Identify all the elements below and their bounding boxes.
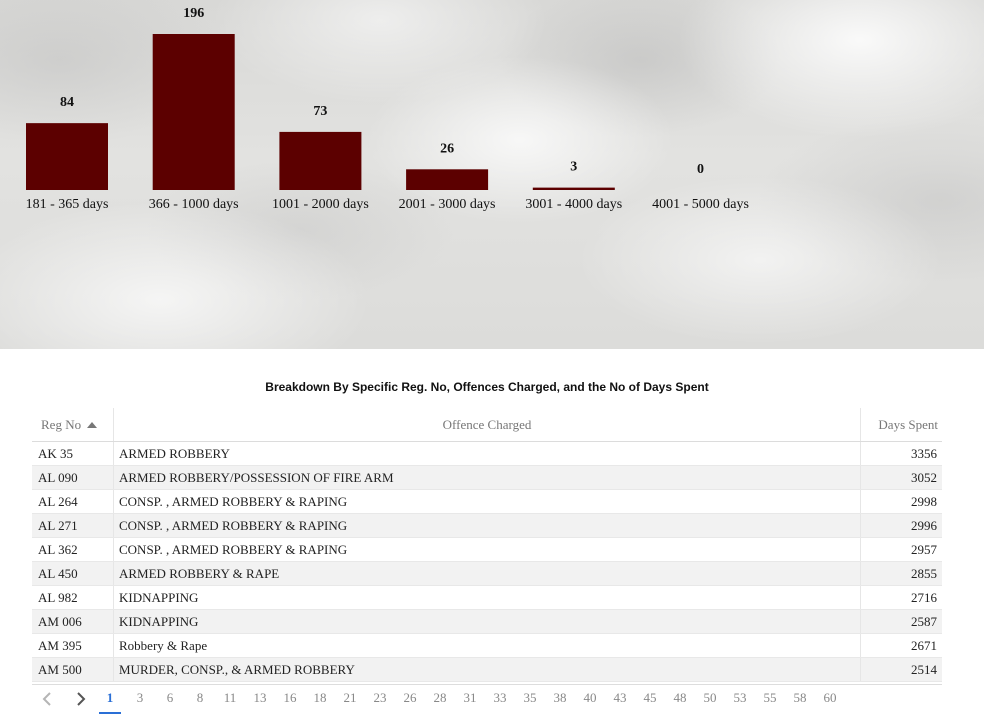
cell-offence: KIDNAPPING [113,586,861,609]
cell-offence: ARMED ROBBERY & RAPE [113,562,861,585]
cell-days-spent: 2671 [911,638,937,653]
page-number[interactable]: 50 [703,690,717,705]
cell-offence: MURDER, CONSP., & ARMED ROBBERY [113,658,861,681]
cell-offence: CONSP. , ARMED ROBBERY & RAPING [113,514,861,537]
page-number[interactable]: 23 [373,690,387,705]
chart-background: 84 181 - 365 days 196 366 - 1000 days 73 1001… [0,0,984,349]
column-header-label: Days Spent [878,417,938,432]
cell-days-spent: 2957 [911,542,937,557]
pagination: 1 3 6 8 11 13 16 18 21 23 26 28 31 33 35 38 40 43 45 48 50 53… [32,684,942,715]
table-row[interactable]: AK 35 ARMED ROBBERY 3356 [32,442,942,466]
category-label: 3001 - 4000 days [525,197,622,212]
page-number[interactable]: 48 [673,690,687,705]
page-number[interactable]: 38 [553,690,567,705]
table-row[interactable]: AL 090 ARMED ROBBERY/POSSESSION OF FIRE A… [32,466,942,490]
page-number[interactable]: 60 [823,690,837,705]
column-header-label: Reg No [41,417,82,432]
cell-days-spent: 3356 [911,446,937,461]
page-number[interactable]: 26 [403,690,417,705]
category-label: 181 - 365 days [26,197,109,212]
cell-reg-no: AL 271 [38,518,78,533]
bar-value-label: 26 [440,141,454,156]
page-number[interactable]: 18 [313,690,327,705]
table-row[interactable]: AM 006 KIDNAPPING 2587 [32,610,942,634]
table-row[interactable]: AL 982 KIDNAPPING 2716 [32,586,942,610]
table-title: Breakdown By Specific Reg. No, Offences … [265,380,709,394]
bar-value-label: 0 [697,162,704,177]
table-row[interactable]: AL 450 ARMED ROBBERY & RAPE 2855 [32,562,942,586]
cell-reg-no: AK 35 [38,446,74,461]
cell-days-spent: 2716 [911,590,937,605]
table-row[interactable]: AM 395 Robbery & Rape 2671 [32,634,942,658]
bar[interactable] [152,34,235,190]
cell-days-spent: 2587 [911,614,937,629]
cell-offence: Robbery & Rape [113,634,861,657]
bar-value-label: 196 [183,6,204,21]
category-label: 1001 - 2000 days [272,197,369,212]
category-label: 4001 - 5000 days [652,197,749,212]
cell-days-spent: 2996 [911,518,937,533]
cell-reg-no: AM 395 [38,638,82,653]
page-number[interactable]: 28 [433,690,447,705]
page-number[interactable]: 43 [613,690,627,705]
data-grid: Reg No Offence Charged Days Spent AK 35 A… [32,408,942,682]
page-number[interactable]: 40 [583,690,597,705]
page-number[interactable]: 55 [763,690,777,705]
cell-offence: ARMED ROBBERY [113,442,861,465]
cell-days-spent: 2514 [911,662,937,677]
page-number[interactable]: 58 [793,690,807,705]
table-row[interactable]: AM 500 MURDER, CONSP., & ARMED ROBBERY 251… [32,658,942,682]
cell-reg-no: AL 362 [38,542,78,557]
cell-offence: ARMED ROBBERY/POSSESSION OF FIRE ARM [113,466,861,489]
column-header-days-spent[interactable]: Days Spent [861,408,942,441]
bar[interactable] [406,169,489,190]
category-label: 366 - 1000 days [149,197,239,212]
chevron-right-icon[interactable] [70,689,90,709]
bar[interactable] [532,187,615,190]
cell-reg-no: AL 264 [38,494,78,509]
column-header-offence[interactable]: Offence Charged [113,408,861,441]
page-number[interactable]: 45 [643,690,657,705]
page-number[interactable]: 11 [223,690,237,705]
cell-offence: CONSP. , ARMED ROBBERY & RAPING [113,538,861,561]
column-header-reg-no[interactable]: Reg No [32,408,113,441]
bar[interactable] [26,123,108,190]
cell-days-spent: 2855 [911,566,937,581]
page-number[interactable]: 31 [463,690,477,705]
page-number[interactable]: 33 [493,690,507,705]
bar-value-label: 73 [313,104,327,119]
chevron-left-icon[interactable] [38,689,58,709]
grid-header: Reg No Offence Charged Days Spent [32,408,942,442]
sort-ascending-icon [87,422,98,429]
cell-days-spent: 3052 [911,470,937,485]
page-number[interactable]: 13 [253,690,267,705]
cell-offence: CONSP. , ARMED ROBBERY & RAPING [113,490,861,513]
table-row[interactable]: AL 271 CONSP. , ARMED ROBBERY & RAPING 299… [32,514,942,538]
cell-reg-no: AL 982 [38,590,78,605]
page-number[interactable]: 53 [733,690,747,705]
page-number[interactable]: 3 [136,690,144,705]
column-header-label: Offence Charged [442,417,532,432]
table-row[interactable]: AL 264 CONSP. , ARMED ROBBERY & RAPING 299… [32,490,942,514]
page-number[interactable]: 21 [343,690,357,705]
page-number[interactable]: 6 [166,690,174,705]
bar-value-label: 84 [60,95,74,110]
category-label: 2001 - 3000 days [399,197,496,212]
days-spent-bar-chart: 84 181 - 365 days 196 366 - 1000 days 73 1001… [26,6,749,212]
cell-days-spent: 2998 [911,494,937,509]
bar-value-label: 3 [570,160,577,175]
page-number[interactable]: 8 [196,690,204,705]
cell-reg-no: AL 090 [38,470,78,485]
grid-body: AK 35 ARMED ROBBERY 3356 AL 090 ARMED ROBBE… [32,442,942,682]
table-row[interactable]: AL 362 CONSP. , ARMED ROBBERY & RAPING 295… [32,538,942,562]
page-number[interactable]: 1 [98,685,122,714]
cell-reg-no: AM 006 [38,614,82,629]
bar[interactable] [279,131,362,190]
cell-reg-no: AM 500 [38,662,82,677]
cell-offence: KIDNAPPING [113,610,861,633]
cell-reg-no: AL 450 [38,566,78,581]
page-number[interactable]: 35 [523,690,537,705]
page-number[interactable]: 16 [283,690,297,705]
